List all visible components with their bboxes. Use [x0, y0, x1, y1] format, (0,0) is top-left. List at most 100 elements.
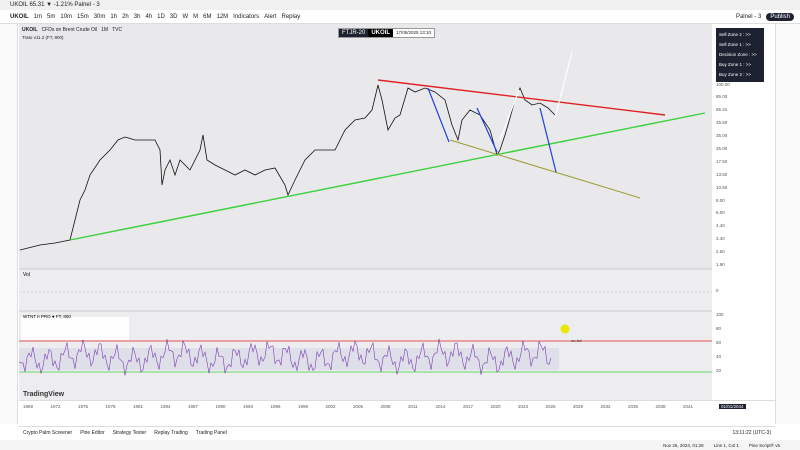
interval[interactable]: M — [193, 13, 199, 20]
interval[interactable]: 1h — [110, 13, 118, 20]
bottom-tab[interactable]: Crypto Palm Screener — [23, 430, 73, 436]
replay-button[interactable]: Replay — [281, 13, 301, 20]
bottom-tab[interactable]: Trading Panel — [195, 430, 227, 436]
time-label: 1978 — [105, 404, 116, 409]
time-label: 2041 — [683, 404, 694, 409]
window-tab[interactable]: UKOIL 65.31 ▼ -1.21% Palnel - 3 — [0, 0, 800, 10]
chart-area: no-trd Vol WTNT II PRO ● FT, 800 Trading… — [19, 24, 712, 400]
volume-axis: 0 — [716, 288, 719, 293]
legend-indicator: Trato v11.2 (FT, 800) — [22, 35, 64, 40]
layout-name[interactable]: Palnel - 3 — [735, 13, 762, 20]
interval[interactable]: 4h — [145, 13, 153, 20]
indicator-label: WTNT II PRO ● FT, 800 — [23, 314, 71, 319]
time-label: 1975 — [78, 404, 89, 409]
interval[interactable]: 12M — [216, 13, 229, 20]
price-label: 4.40 — [716, 223, 725, 229]
price-label: 2.50 — [716, 249, 725, 255]
bottom-tab[interactable]: Replay Trading — [154, 430, 188, 436]
time-label: 2038 — [655, 404, 666, 409]
badge-symbol: UKOIL — [368, 29, 394, 37]
price-label: 1.90 — [716, 262, 725, 267]
status-item: Line 1, Col 1 — [713, 442, 739, 448]
price-label: 13.50 — [716, 171, 728, 177]
indicator-axis-label: 80 — [716, 326, 722, 331]
indicator-axis-label: 20 — [716, 368, 722, 373]
time-label: 1981 — [133, 404, 144, 409]
logo: TradingView — [23, 391, 65, 398]
bottom-tab[interactable]: Strategy Tester — [112, 430, 147, 436]
zone[interactable]: Sell Zone 2 : >> — [719, 32, 751, 37]
indicator-axis-label: 100 — [716, 312, 724, 317]
bottom-tab[interactable]: Pine Editor — [80, 430, 105, 436]
time-label: 1993 — [243, 404, 254, 409]
interval[interactable]: 2h — [122, 13, 129, 20]
time-label: 1999 — [298, 404, 309, 409]
time-label: 2011 — [408, 404, 418, 409]
price-label: 85.00 — [716, 94, 728, 100]
time-label: 1987 — [188, 404, 199, 409]
legend-interval: 1M — [101, 27, 109, 33]
time-label: 2002 — [325, 404, 336, 409]
time-label: 2026 — [545, 404, 556, 409]
price-label: 25.00 — [716, 146, 728, 151]
price-line — [19, 84, 556, 251]
volume-pane — [19, 269, 712, 311]
alert-button[interactable]: Alert — [264, 13, 277, 20]
zone[interactable]: Sell Zone 1 : >> — [719, 42, 751, 47]
interval[interactable]: 15m — [77, 13, 89, 20]
indicator-axis: 100 80 60 40 20 — [716, 312, 724, 382]
publish-button[interactable]: Publish — [766, 12, 794, 21]
up-arrows — [499, 51, 573, 141]
price-label: 45.50 — [716, 120, 728, 126]
interval[interactable]: 3h — [133, 13, 141, 20]
bottom-tabs: Crypto Palm Screener Pine Editor Strategy … — [19, 426, 775, 439]
signal-dot — [560, 324, 570, 334]
note: no-trd — [571, 338, 581, 343]
time-label: 2029 — [573, 404, 584, 409]
legend-symbol: UKOIL — [22, 27, 38, 33]
symbol[interactable]: UKOIL — [10, 13, 29, 20]
indicators-button[interactable]: Indicators — [233, 13, 260, 20]
interval[interactable]: 3D — [169, 13, 178, 20]
interval[interactable]: 6M — [203, 13, 212, 20]
intervals: 1m 5m 10m 15m 30m 1h 2h 3h 4h 1D 3D W M 6M 12M — [34, 14, 228, 20]
time-label: 2008 — [380, 404, 391, 409]
time-label: 1990 — [215, 404, 226, 409]
interval[interactable]: 1m — [33, 13, 43, 20]
time-label: 2035 — [628, 404, 639, 409]
interval[interactable]: W — [182, 13, 189, 20]
indicator-axis-label: 40 — [716, 354, 722, 359]
price-label: 65.31 — [716, 107, 728, 113]
price-pane — [19, 24, 712, 269]
price-label: 8.00 — [716, 197, 725, 203]
time-label: 1969 — [23, 404, 34, 409]
interval[interactable]: 1D — [157, 13, 165, 20]
zones-panel: Sell Zone 2 : >> Sell Zone 1 : >> Decision… — [716, 28, 764, 82]
drawing-toolbar — [0, 24, 18, 424]
oscillator-line — [19, 338, 552, 376]
time-label: 2014 — [435, 404, 446, 409]
arrows — [427, 87, 557, 173]
interval[interactable]: 10m — [60, 13, 73, 20]
zone[interactable]: Buy Zone 2 : >> — [719, 72, 752, 77]
legend-description: CFDs on Brent Crude Oil — [41, 27, 98, 33]
price-label: 10.50 — [716, 184, 728, 190]
time-label: 2017 — [463, 404, 474, 409]
channel-line — [449, 139, 641, 199]
right-sidebar — [775, 24, 800, 424]
time-label: 2023 — [518, 404, 529, 409]
clock: 13:11:22 (UTC-3) — [732, 430, 771, 436]
zone[interactable]: Buy Zone 1 : >> — [719, 62, 752, 67]
time-label: 1972 — [50, 404, 61, 409]
interval[interactable]: 5m — [47, 13, 56, 20]
time-label: 1984 — [160, 404, 171, 409]
badge-datetime: 17/05/2025 13:10 — [396, 30, 432, 35]
indicator-axis-label: 60 — [716, 340, 722, 345]
price-label: 17.50 — [716, 158, 728, 164]
interval[interactable]: 30m — [93, 13, 106, 20]
time-label: 2020 — [490, 404, 501, 409]
time-label: 2005 — [353, 404, 364, 409]
price-label: 100.00 — [716, 81, 730, 87]
zone[interactable]: Decision Zone : >> — [719, 52, 757, 57]
